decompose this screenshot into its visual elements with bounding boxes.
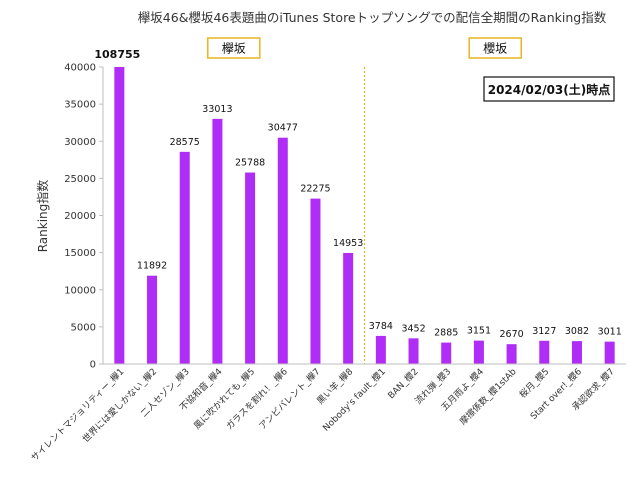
group-labels: 欅坂 櫻坂 (206, 37, 523, 59)
bar (114, 67, 125, 364)
y-tick-label: 10000 (64, 285, 96, 296)
bar (212, 118, 223, 364)
value-label: 33013 (202, 104, 232, 115)
bar (473, 340, 484, 364)
y-tick-label: 0 (90, 360, 96, 371)
y-tick-label: 25000 (64, 174, 96, 185)
value-label: 11892 (137, 261, 167, 272)
value-label: 22275 (300, 184, 330, 195)
value-label: 3784 (369, 321, 393, 332)
bar (604, 341, 615, 364)
bar (277, 137, 288, 364)
x-axis: サイレントマジョリティー_欅1世界には愛しかない_欅2二人セゾン_欅3不協和音_… (29, 363, 626, 464)
bar (245, 172, 256, 364)
group-label-box (468, 37, 523, 59)
value-label: 25788 (235, 158, 265, 169)
y-tick-label: 20000 (64, 211, 96, 222)
annotation-text: 2024/02/03(土)時点 (488, 82, 611, 97)
group-label: 欅坂 (222, 42, 246, 56)
category-label: 桜月_櫻5 (517, 366, 552, 401)
value-label: 3127 (532, 326, 556, 337)
y-tick-label: 5000 (71, 322, 96, 333)
category-label: アンビバレント_欅7 (257, 366, 323, 432)
y-tick-label: 30000 (64, 137, 96, 148)
y-tick-label: 15000 (64, 248, 96, 259)
annotation-box (483, 76, 615, 102)
bar (571, 341, 582, 364)
value-labels: 108755 11892 28575 33013 25788 30477 22275 1495… (94, 48, 621, 340)
bar (147, 275, 158, 364)
bar (179, 151, 190, 364)
y-tick-label: 40000 (64, 63, 96, 74)
bar (441, 342, 452, 364)
category-label: 風に吹かれても_欅5 (191, 366, 257, 432)
value-label: 3011 (598, 327, 622, 338)
bar (506, 344, 517, 364)
bar (310, 198, 321, 364)
y-axis: 0 5000 10000 15000 20000 25000 30000 35000 40000 (64, 63, 104, 371)
y-tick-label: 35000 (64, 100, 96, 111)
group-label-box (206, 37, 261, 59)
value-label: 3452 (401, 323, 425, 334)
value-label: 3082 (565, 326, 589, 337)
value-label: 14953 (333, 238, 363, 249)
group-label: 櫻坂 (483, 41, 507, 56)
bars (114, 67, 615, 364)
bar (408, 338, 419, 364)
bar (343, 252, 354, 364)
chart-title: 欅坂46&櫻坂46表題曲のiTunes Storeトップソングでの配信全期間のR… (138, 10, 607, 25)
value-label: 2885 (434, 328, 458, 339)
value-label: 2670 (500, 329, 524, 340)
bar (375, 335, 386, 364)
category-label: 摩擦係数_櫻1stAb (457, 365, 519, 427)
category-label: BAN_櫻2 (385, 366, 421, 402)
category-label: ガラスを割れ！_欅6 (223, 365, 290, 432)
y-axis-label: Ranking指数 (35, 180, 50, 253)
value-label: 28575 (170, 137, 200, 148)
category-label: Nobody's fault_櫻1 (320, 366, 388, 434)
value-label: 108755 (94, 48, 140, 61)
value-label: 30477 (268, 123, 298, 134)
bar (539, 340, 550, 364)
value-label: 3151 (467, 326, 491, 337)
